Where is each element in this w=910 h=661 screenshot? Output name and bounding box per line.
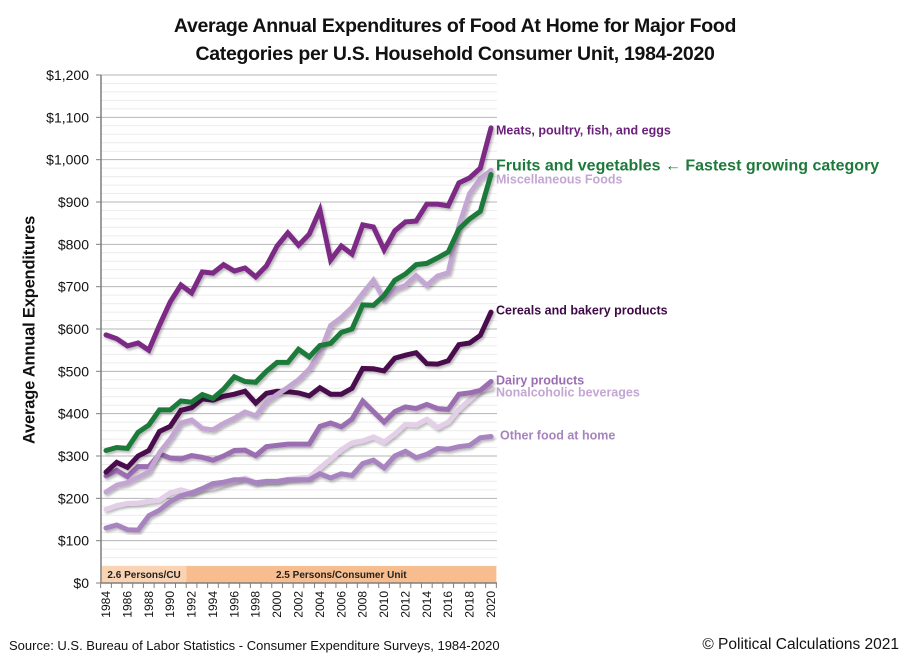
chart-title-line-1: Average Annual Expenditures of Food At H… [173, 15, 737, 37]
x-tick-label: 2002 [292, 591, 306, 618]
series-line-cereals-and-bakery-products [103, 309, 494, 475]
x-tick-labels: 1984 1986 1988 1990 1992 1994 1996 1998 2000 2002… [99, 591, 498, 618]
y-tick-label: $100 [58, 533, 89, 549]
x-tick-label: 2020 [484, 591, 498, 618]
y-tick-label: $200 [58, 490, 89, 506]
x-tick-label: 2014 [420, 591, 434, 618]
chart-title-line-2: Categories per U.S. Household Consumer U… [195, 43, 715, 65]
x-tick-label: 2006 [334, 591, 348, 618]
major-gridlines [101, 74, 497, 542]
band-2 [186, 566, 497, 583]
series-line-other-food-at-home [103, 434, 494, 533]
series-label-other-food-at-home: Other food at home [500, 429, 615, 443]
x-tick-label: 2008 [356, 591, 370, 618]
x-tick-label: 2012 [398, 591, 412, 618]
series-line-miscellaneous-foods [103, 167, 494, 495]
y-tick-label: $1,000 [46, 152, 89, 168]
y-tick-label: $1,100 [46, 109, 89, 125]
band-1 [102, 566, 187, 583]
y-tick-label: $0 [73, 575, 89, 591]
x-tick-label: 2000 [270, 591, 284, 618]
y-tick-label: $600 [58, 321, 89, 337]
copyright-note: © Political Calculations 2021 [702, 636, 899, 653]
source-note: Source: U.S. Bureau of Labor Statistics … [9, 638, 500, 653]
y-tick-labels: $0 $100 $200 $300 $400 $500 $600 $700 $800 $900 $1… [46, 67, 89, 591]
x-tick-label: 1996 [227, 591, 241, 618]
x-tick-label: 2010 [377, 591, 391, 618]
household-size-bands: 2.6 Persons/CU 2.5 Persons/Consumer Unit [102, 566, 497, 583]
series-label-dairy-products: Dairy products [496, 374, 584, 388]
x-tick-label: 2018 [463, 591, 477, 618]
x-tick-label: 2016 [441, 591, 455, 618]
x-tick-label: 1994 [206, 591, 220, 618]
y-tick-label: $1,200 [46, 67, 89, 83]
y-tick-label: $500 [58, 363, 89, 379]
series-labels: Meats, poultry, fish, and eggs Fruits and… [496, 124, 879, 443]
band-label: 2.5 Persons/Consumer Unit [276, 570, 407, 581]
series-label-cereals-and-bakery-products: Cereals and bakery products [496, 304, 668, 318]
y-tick-label: $700 [58, 279, 89, 295]
band-label: 2.6 Persons/CU [107, 570, 180, 581]
series-line-dairy-products [103, 379, 494, 480]
series-label-fruits-and-vegetables: Fruits and vegetables ← Fastest growing … [496, 158, 879, 175]
y-tick-label: $800 [58, 236, 89, 252]
x-tick-label: 1998 [249, 591, 263, 618]
chart-title: Average Annual Expenditures of Food At H… [0, 12, 910, 68]
series-line-meats-poultry-fish-and-eggs [103, 125, 494, 354]
y-tick-label: $900 [58, 194, 89, 210]
series-label-meats-poultry-fish-and-eggs: Meats, poultry, fish, and eggs [496, 124, 671, 138]
x-tick-label: 1988 [142, 591, 156, 618]
x-tick-label: 2004 [313, 591, 327, 618]
x-tick-label: 1990 [163, 591, 177, 618]
x-tick-label: 1984 [99, 591, 113, 618]
y-tick-label: $300 [58, 448, 89, 464]
y-tick-label: $400 [58, 406, 89, 422]
axes [96, 74, 497, 588]
series-label-miscellaneous-foods: Miscellaneous Foods [496, 173, 622, 187]
series-lines [103, 125, 494, 533]
x-tick-label: 1986 [120, 591, 134, 618]
series-line-fruits-and-vegetables [103, 172, 494, 453]
series-label-nonalcoholic-beverages: Nonalcoholic beverages [496, 386, 640, 400]
x-tick-label: 1992 [185, 591, 199, 618]
